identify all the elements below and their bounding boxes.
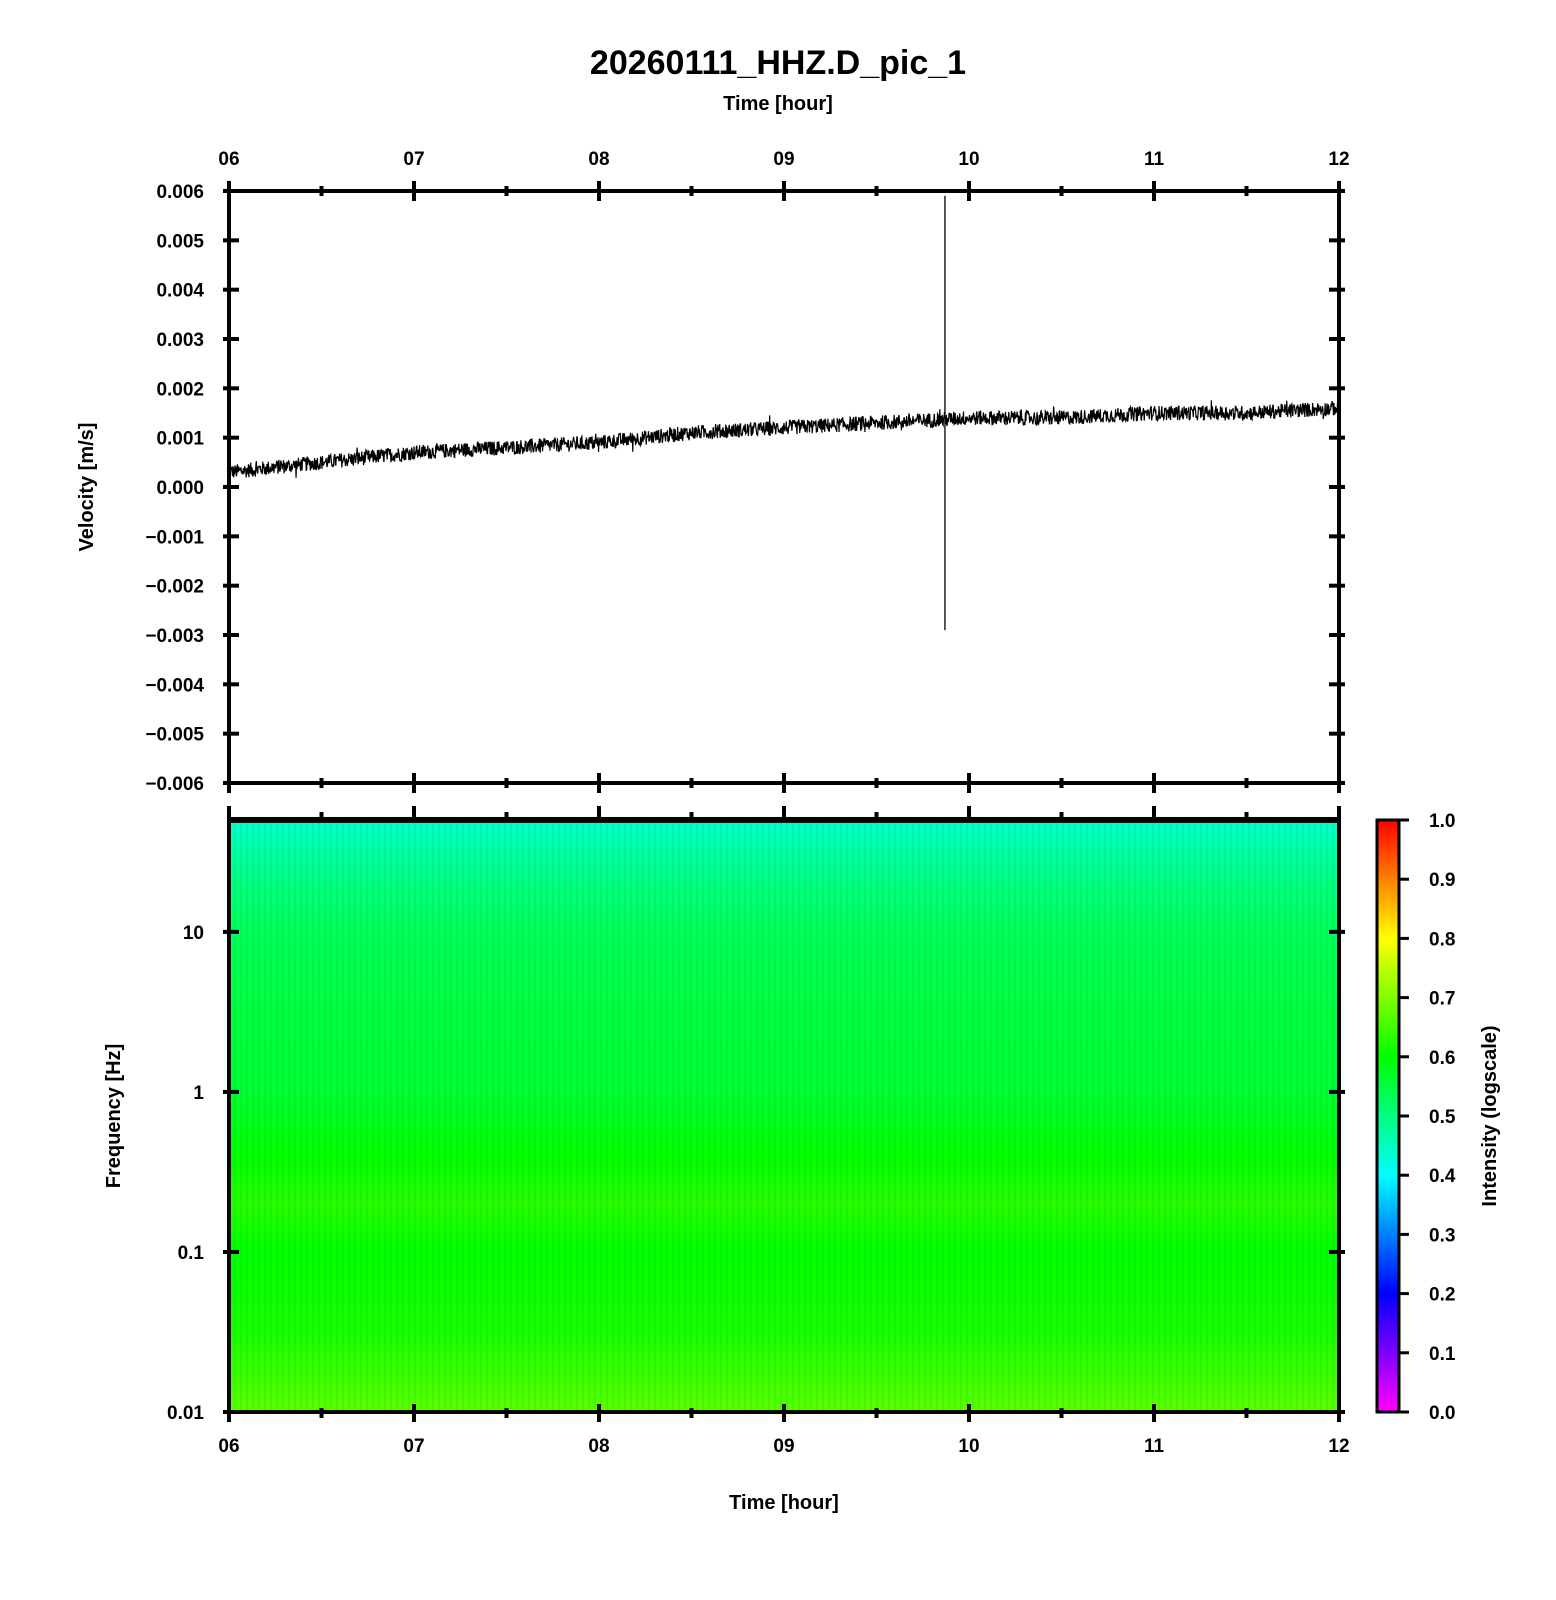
colorbar-tick-label: 0.0: [1429, 1403, 1455, 1424]
colorbar-tick-label: 0.8: [1429, 929, 1455, 950]
chart-title: 20260111_HHZ.D_pic_1: [590, 44, 966, 82]
velocity-trace-line: [228, 400, 1340, 478]
x-tick-label: 06: [218, 1436, 239, 1457]
x-tick-label: 08: [588, 1436, 609, 1457]
y-tick-label: 0.000: [156, 478, 204, 499]
colorbar-tick-label: 0.3: [1429, 1225, 1455, 1246]
x-tick-label-top: 12: [1328, 149, 1349, 170]
y-tick-label: 0.005: [156, 231, 204, 252]
colorbar-tick-label: 0.4: [1429, 1166, 1456, 1187]
bottom-x-axis-label: Time [hour]: [729, 1492, 839, 1514]
colorbar-tick-label: 0.2: [1429, 1285, 1455, 1306]
x-tick-label: 11: [1144, 1436, 1165, 1457]
x-tick-label-top: 06: [218, 149, 239, 170]
x-tick-label-top: 09: [773, 149, 794, 170]
spectrogram-x-ticks: 06 07 08 09 10 11 12: [218, 806, 1350, 1457]
y-tick-label: −0.006: [145, 774, 204, 795]
spectrogram-panel: 06 07 08 09 10 11 12 10 1 0.1 0.01 Frequency [Hz]…: [103, 806, 1350, 1514]
x-tick-label-top: 11: [1144, 149, 1165, 170]
velocity-plot-frame: [227, 189, 1341, 785]
colorbar-label: Intensity (logscale): [1479, 1025, 1501, 1206]
spectrogram-y-axis-label: Frequency [Hz]: [103, 1044, 125, 1188]
x-tick-label-top: 07: [403, 149, 424, 170]
y-tick-label: 0.004: [156, 281, 204, 302]
x-tick-label: 10: [958, 1436, 979, 1457]
colorbar-tick-label: 0.1: [1429, 1344, 1456, 1365]
colorbar-tick-label: 0.5: [1429, 1107, 1456, 1128]
colorbar-tick-label: 0.7: [1429, 989, 1455, 1010]
top-x-axis-label: Time [hour]: [723, 93, 833, 115]
y-tick-label: −0.005: [145, 725, 204, 746]
velocity-trace: [228, 400, 1340, 478]
colorbar-tick-label: 0.9: [1429, 870, 1455, 891]
velocity-y-ticks: 0.006 0.005 0.004 0.003 0.002 0.001 0.000 −0.00…: [145, 182, 1345, 795]
velocity-panel: 06 07 08 09 10 11 12 0.006 0.005 0.004 0.003 0.002…: [76, 149, 1350, 795]
y-tick-label: 0.01: [167, 1403, 204, 1424]
y-tick-label: −0.004: [145, 675, 204, 696]
spectrogram-texture: [229, 820, 1339, 1412]
colorbar-ticks: 0.0 0.1 0.2 0.3 0.4 0.5 0.6 0.7 0.8 0.9 1.0: [1399, 811, 1456, 1424]
y-tick-label: 0.002: [156, 379, 204, 400]
y-tick-label: 0.003: [156, 330, 204, 351]
x-tick-label-top: 08: [588, 149, 609, 170]
y-tick-label: 0.006: [156, 182, 204, 203]
velocity-y-axis-label: Velocity [m/s]: [76, 423, 98, 552]
spectrogram-y-ticks: 10 1 0.1 0.01: [167, 923, 1345, 1424]
x-tick-label: 07: [403, 1436, 424, 1457]
x-tick-label-top: 10: [958, 149, 979, 170]
y-tick-label: 0.1: [178, 1243, 205, 1264]
x-tick-label: 09: [773, 1436, 794, 1457]
y-tick-label: −0.003: [145, 626, 204, 647]
y-tick-label: −0.001: [145, 527, 204, 548]
y-tick-label: −0.002: [145, 577, 204, 598]
colorbar: 0.0 0.1 0.2 0.3 0.4 0.5 0.6 0.7 0.8 0.9 1.0 Intens…: [1375, 811, 1501, 1424]
velocity-x-ticks-top: 06 07 08 09 10 11 12: [218, 149, 1350, 201]
y-tick-label: 10: [183, 923, 204, 944]
colorbar-gradient: [1375, 818, 1401, 1414]
y-tick-label: 1: [193, 1083, 204, 1104]
y-tick-label: 0.001: [156, 429, 204, 450]
x-tick-label: 12: [1328, 1436, 1349, 1457]
colorbar-tick-label: 0.6: [1429, 1048, 1455, 1069]
colorbar-tick-label: 1.0: [1429, 811, 1455, 832]
